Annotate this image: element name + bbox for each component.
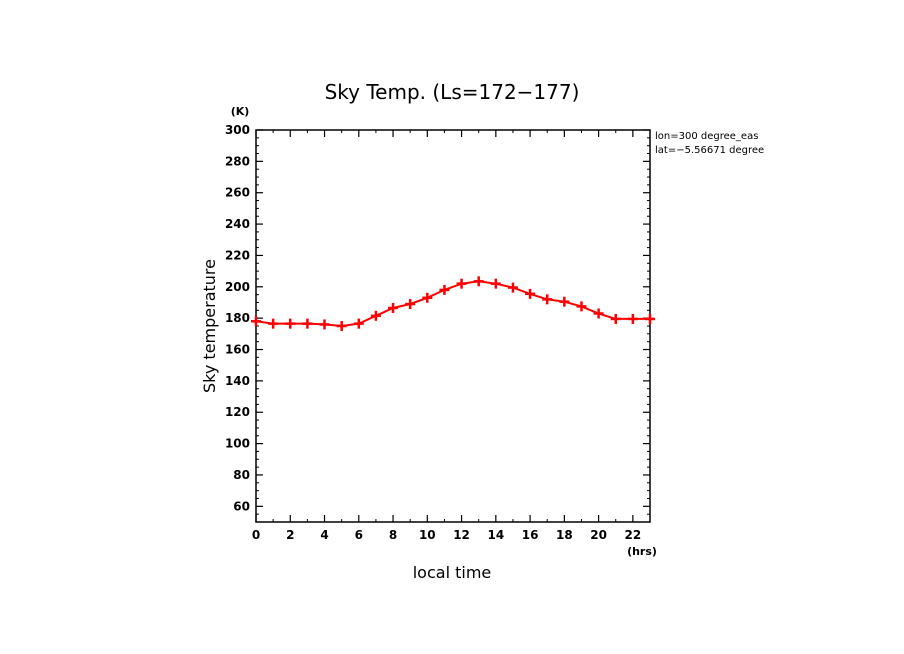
data-point [370,310,381,321]
x-tick-label: 8 [389,528,397,542]
data-point [336,321,347,331]
data-point [593,308,604,319]
data-point [302,318,313,329]
annotation-lat: lat=−5.56671 degree [655,145,764,156]
y-tick-label: 240 [225,217,250,231]
x-tick-label: 10 [419,528,436,542]
x-unit-label: (hrs) [627,545,657,558]
y-unit-label: (K) [231,105,250,118]
data-point [422,292,433,303]
x-tick-label: 12 [453,528,470,542]
y-tick-label: 140 [225,374,250,388]
annotation-lon: lon=300 degree_eas [655,131,758,142]
x-tick-label: 4 [320,528,328,542]
data-point [251,316,261,327]
y-tick-label: 280 [225,154,250,168]
data-point [525,288,536,299]
y-axis-title: Sky temperature [200,259,219,393]
data-point [388,302,399,313]
y-tick-label: 80 [233,468,250,482]
data-point [268,318,279,329]
chart-title: Sky Temp. (Ls=172−177) [325,80,580,104]
y-tick-label: 200 [225,280,250,294]
data-point [353,318,364,329]
data-point [456,278,467,289]
y-tick-label: 160 [225,343,250,357]
x-axis-title: local time [413,563,492,582]
data-point [627,313,638,324]
y-tick-label: 220 [225,248,250,262]
x-tick-label: 14 [487,528,504,542]
x-tick-label: 6 [355,528,363,542]
data-point [473,276,484,287]
data-point [645,313,655,324]
y-tick-label: 180 [225,311,250,325]
data-point [542,294,553,305]
series-line [255,280,650,328]
data-point [490,278,501,289]
x-tick-label: 18 [556,528,573,542]
data-point [507,282,518,293]
x-tick-label: 20 [590,528,607,542]
data-point [610,313,621,324]
y-tick-label: 60 [233,499,250,513]
data-point [439,284,450,295]
x-tick-label: 22 [625,528,642,542]
series-layer [251,276,655,331]
data-point [319,319,330,330]
y-tick-label: 260 [225,186,250,200]
ticks-layer: 60 80 100 120 140 160 180 200 220 240 260 280 300 0 2 4… [225,123,651,542]
data-point [405,299,416,310]
x-tick-label: 16 [522,528,539,542]
plot-frame [255,129,651,523]
data-point [559,296,570,307]
x-tick-label: 0 [252,528,260,542]
data-point [576,301,587,312]
x-tick-label: 2 [286,528,294,542]
y-tick-label: 300 [225,123,250,137]
data-point [285,318,296,329]
y-tick-label: 100 [225,437,250,451]
y-tick-label: 120 [225,405,250,419]
